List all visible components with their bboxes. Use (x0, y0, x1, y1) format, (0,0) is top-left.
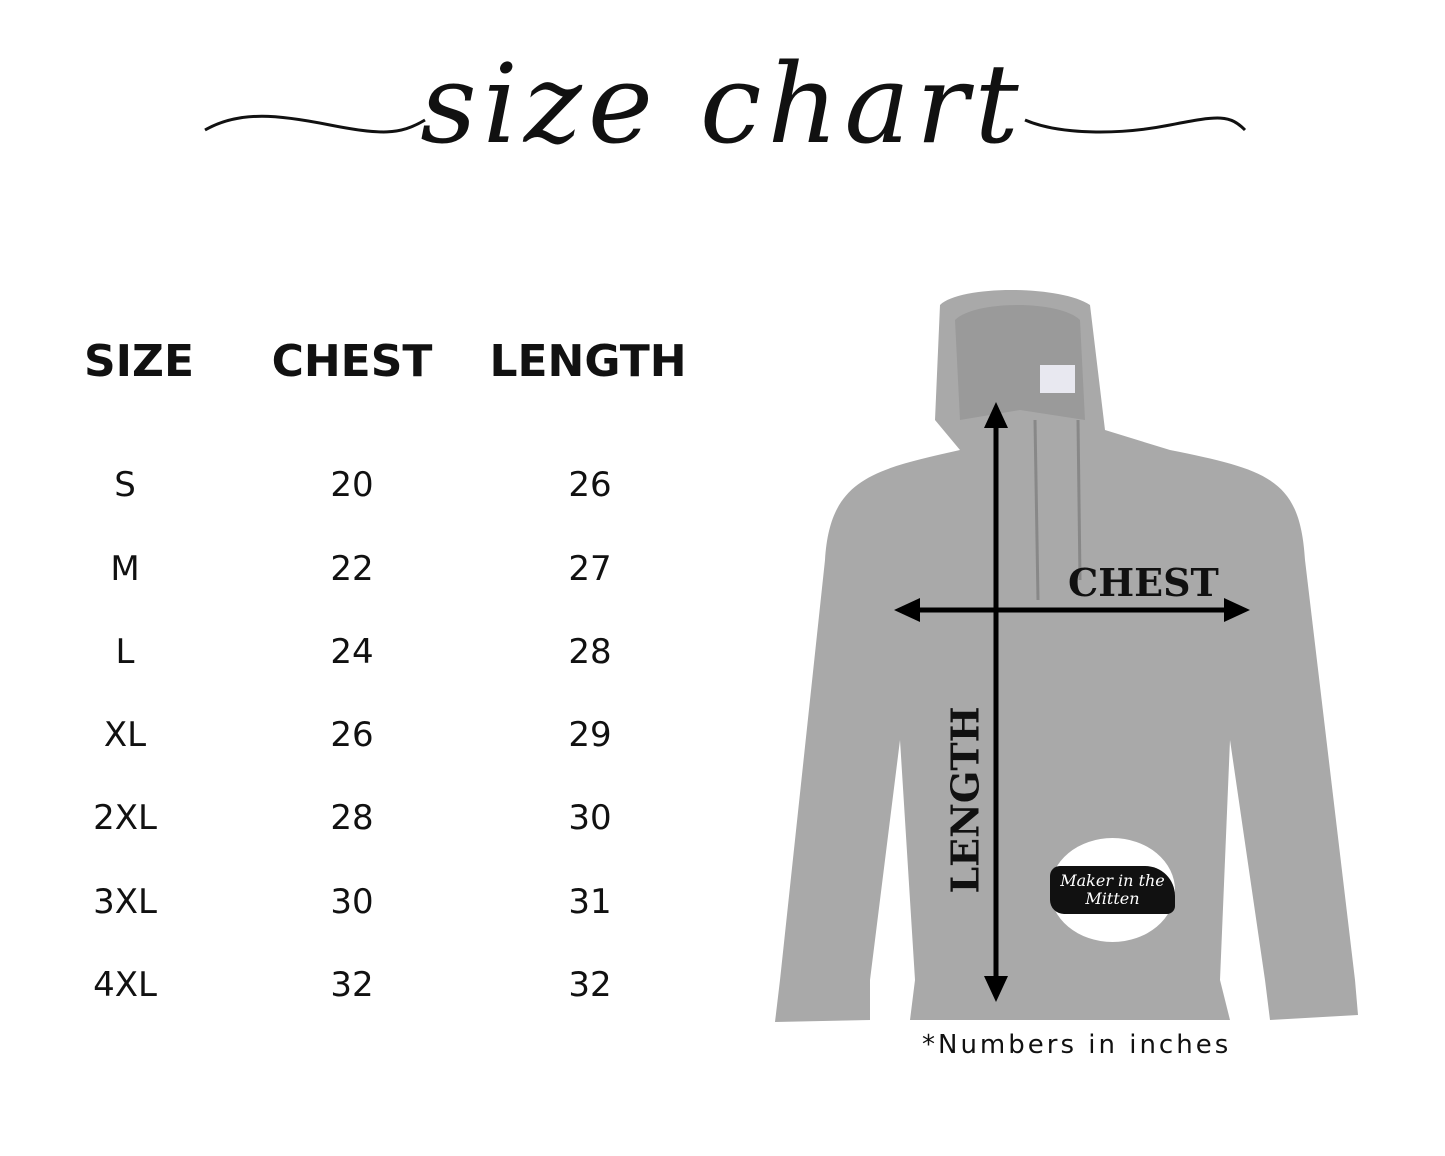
chest-label: CHEST (1068, 560, 1219, 605)
cell-chest: 20 (330, 465, 374, 505)
title-flourish-left (204, 114, 426, 134)
cell-chest: 30 (330, 882, 374, 922)
cell-size: XL (103, 715, 147, 755)
maker-in-the-mitten-logo: Maker in the Mitten (1050, 838, 1175, 942)
title-flourish-right (1024, 116, 1247, 134)
length-label: LENGTH (942, 706, 988, 894)
cell-length: 27 (568, 549, 612, 589)
cell-chest: 32 (330, 965, 374, 1005)
header-size: SIZE (83, 336, 195, 387)
cell-length: 26 (568, 465, 612, 505)
cell-length: 28 (568, 632, 612, 672)
units-note: *Numbers in inches (922, 1030, 1232, 1060)
cell-size: M (110, 549, 140, 589)
cell-chest: 28 (330, 798, 374, 838)
cell-size: 4XL (93, 965, 157, 1005)
cell-size: 2XL (93, 798, 157, 838)
cell-chest: 24 (330, 632, 374, 672)
cell-chest: 26 (330, 715, 374, 755)
cell-size: S (114, 465, 136, 505)
header-chest: CHEST (271, 336, 433, 387)
cell-length: 31 (568, 882, 612, 922)
cell-length: 30 (568, 798, 612, 838)
cell-size: 3XL (93, 882, 157, 922)
page-title: size chart (420, 40, 1025, 168)
cell-chest: 22 (330, 549, 374, 589)
cell-length: 29 (568, 715, 612, 755)
cell-length: 32 (568, 965, 612, 1005)
hoodie-illustration (775, 290, 1358, 1022)
cell-size: L (115, 632, 135, 672)
header-length: LENGTH (489, 336, 687, 387)
